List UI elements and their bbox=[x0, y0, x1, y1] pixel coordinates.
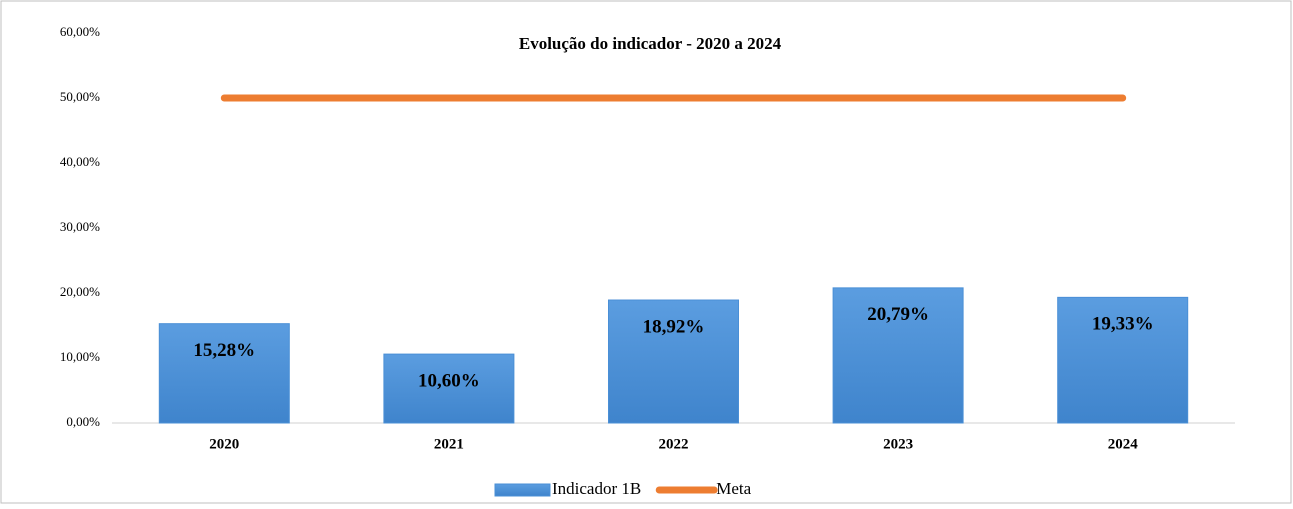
y-tick-label: 20,00% bbox=[60, 284, 100, 299]
data-label: 15,28% bbox=[193, 340, 255, 361]
legend-swatch bbox=[494, 483, 551, 497]
legend-label: Meta bbox=[716, 479, 751, 498]
y-tick-label: 0,00% bbox=[66, 414, 100, 429]
bar bbox=[608, 299, 739, 424]
y-tick-label: 50,00% bbox=[60, 89, 100, 104]
x-tick-label: 2024 bbox=[1108, 436, 1139, 452]
bar bbox=[383, 353, 515, 424]
data-label: 19,33% bbox=[1092, 314, 1154, 335]
x-tick-label: 2023 bbox=[883, 436, 913, 452]
bar bbox=[832, 287, 964, 424]
y-tick-label: 30,00% bbox=[60, 219, 100, 234]
x-tick-label: 2021 bbox=[434, 436, 464, 452]
bar bbox=[158, 323, 290, 424]
y-tick-label: 10,00% bbox=[60, 349, 100, 364]
data-label: 20,79% bbox=[867, 304, 929, 325]
bar bbox=[1057, 296, 1189, 424]
chart-title: Evolução do indicador - 2020 a 2024 bbox=[519, 34, 782, 53]
x-tick-label: 2022 bbox=[659, 436, 689, 452]
x-tick-label: 2020 bbox=[209, 436, 239, 452]
data-label: 18,92% bbox=[643, 316, 705, 337]
legend-label: Indicador 1B bbox=[552, 479, 641, 498]
data-label: 10,60% bbox=[418, 370, 480, 391]
y-tick-label: 40,00% bbox=[60, 154, 100, 169]
y-tick-label: 60,00% bbox=[60, 24, 100, 39]
